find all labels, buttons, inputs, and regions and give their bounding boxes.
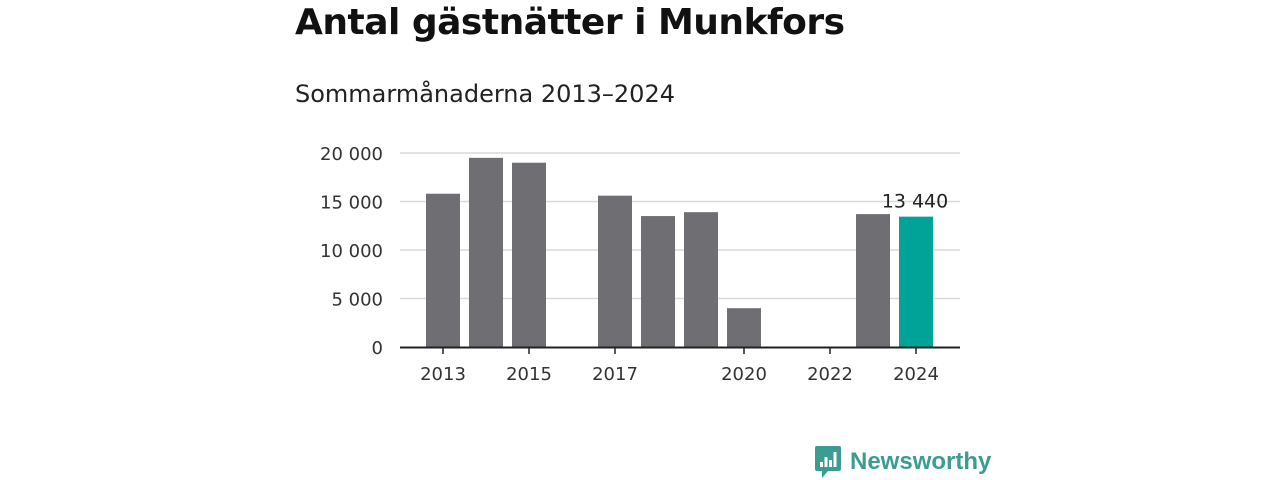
y-tick-label: 0 bbox=[372, 338, 383, 359]
y-tick-label: 15 000 bbox=[320, 193, 383, 214]
x-axis bbox=[400, 346, 960, 354]
bar-2017 bbox=[598, 195, 632, 347]
x-tick-label: 2013 bbox=[420, 364, 466, 385]
data-label-2024: 13 440 bbox=[882, 191, 948, 213]
bar-2018 bbox=[641, 216, 675, 347]
bar-2023 bbox=[856, 214, 890, 347]
newsworthy-bar-chart-logo-icon bbox=[815, 446, 841, 478]
x-axis-tick-labels: 2013 2015 2017 2020 2022 2024 bbox=[420, 364, 939, 385]
data-labels: 13 440 bbox=[882, 191, 948, 213]
chart-title: Antal gästnätter i Munkfors bbox=[295, 2, 845, 43]
y-tick-label: 20 000 bbox=[320, 144, 383, 165]
x-tick-label: 2020 bbox=[721, 364, 767, 385]
x-tick-label: 2015 bbox=[506, 364, 552, 385]
bar-2013 bbox=[426, 193, 460, 347]
x-tick-label: 2024 bbox=[893, 364, 939, 385]
bar-2019 bbox=[684, 212, 718, 347]
bar-2014 bbox=[469, 157, 503, 347]
brand: Newsworthy bbox=[814, 444, 991, 480]
bar-2015 bbox=[512, 162, 546, 347]
bar-2020 bbox=[727, 308, 761, 347]
chart-subtitle: Sommarmånaderna 2013–2024 bbox=[295, 80, 675, 108]
x-tick-label: 2022 bbox=[807, 364, 853, 385]
y-tick-label: 10 000 bbox=[320, 241, 383, 262]
bars bbox=[426, 157, 933, 347]
y-axis-tick-labels: 0 5 000 10 000 15 000 20 000 bbox=[320, 144, 383, 359]
y-tick-label: 5 000 bbox=[331, 290, 383, 311]
bar-2024 bbox=[899, 216, 933, 347]
brand-name: Newsworthy bbox=[850, 448, 992, 475]
x-tick-label: 2017 bbox=[592, 364, 638, 385]
